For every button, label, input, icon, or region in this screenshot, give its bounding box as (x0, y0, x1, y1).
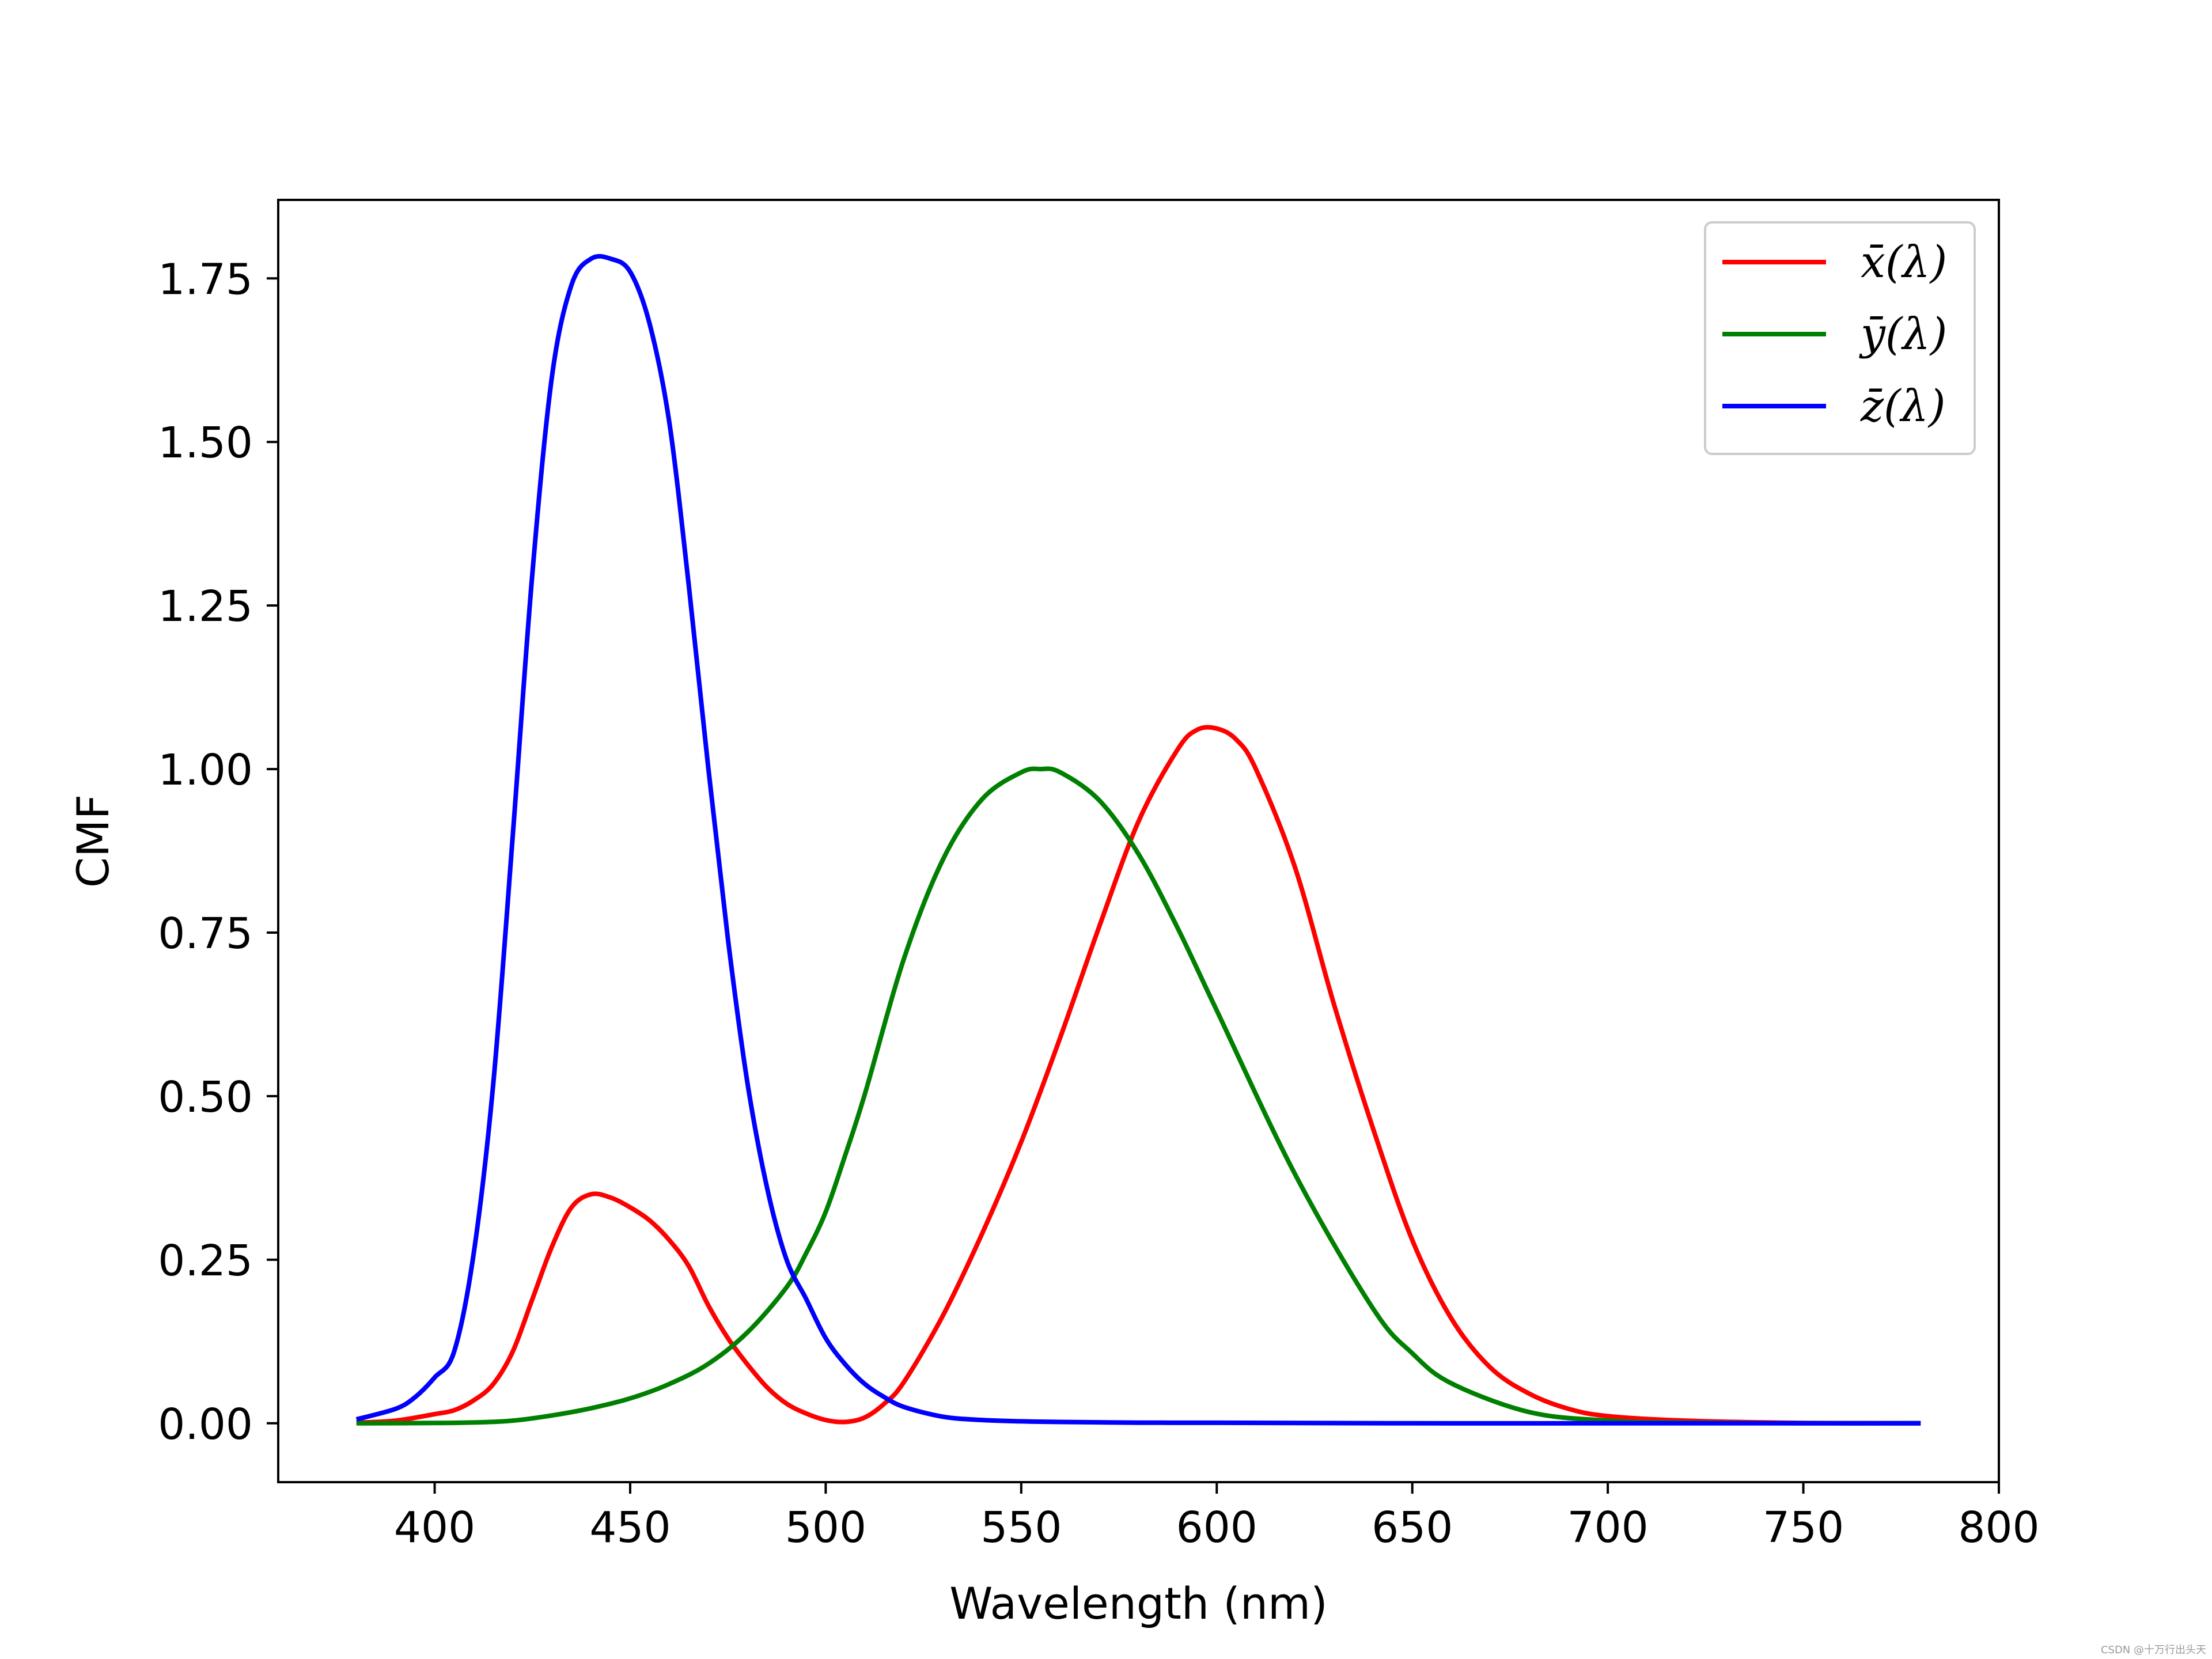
y-tick-label: 1.50 (158, 418, 253, 468)
y-tick-label: 1.00 (158, 745, 253, 795)
legend-label: z̄(λ) (1860, 380, 1946, 431)
x-bar-series-line (356, 725, 1921, 1426)
y-tick-label: 0.75 (158, 909, 253, 959)
legend-label: x̄(λ) (1861, 236, 1947, 287)
y-tick-label: 0.25 (158, 1236, 253, 1286)
x-tick-label: 450 (589, 1503, 671, 1552)
x-tick-label: 600 (1176, 1503, 1257, 1552)
x-tick-label: 550 (980, 1503, 1062, 1552)
legend-label: ȳ(λ) (1859, 308, 1947, 359)
x-tick-label: 400 (394, 1503, 475, 1552)
x-tick-label: 750 (1763, 1503, 1844, 1552)
y-bar-series-line (356, 766, 1921, 1426)
legend: x̄(λ) ȳ(λ) z̄(λ) (1704, 221, 1976, 455)
y-tick-label: 1.25 (158, 582, 253, 631)
plot-frame (277, 199, 2000, 1483)
y-axis: 0.00 0.25 0.50 0.75 1.00 1.25 1.50 1.75 (158, 255, 278, 1449)
x-axis-title: Wavelength (nm) (949, 1578, 1328, 1629)
legend-box (1704, 221, 1976, 455)
x-tick-label: 800 (1958, 1503, 2039, 1552)
series-layer (355, 253, 1921, 1426)
z-bar-series-line (355, 253, 1921, 1426)
y-tick-label: 1.75 (158, 255, 253, 304)
x-axis: 400 450 500 550 600 650 700 750 800 (394, 1482, 2040, 1552)
y-axis-title: CMF (67, 794, 119, 888)
x-tick-label: 500 (785, 1503, 866, 1552)
x-tick-label: 700 (1567, 1503, 1649, 1552)
x-tick-label: 650 (1372, 1503, 1453, 1552)
y-tick-label: 0.50 (158, 1073, 253, 1122)
y-tick-label: 0.00 (158, 1400, 253, 1449)
watermark: CSDN @十万行出头天 (2101, 1644, 2206, 1656)
